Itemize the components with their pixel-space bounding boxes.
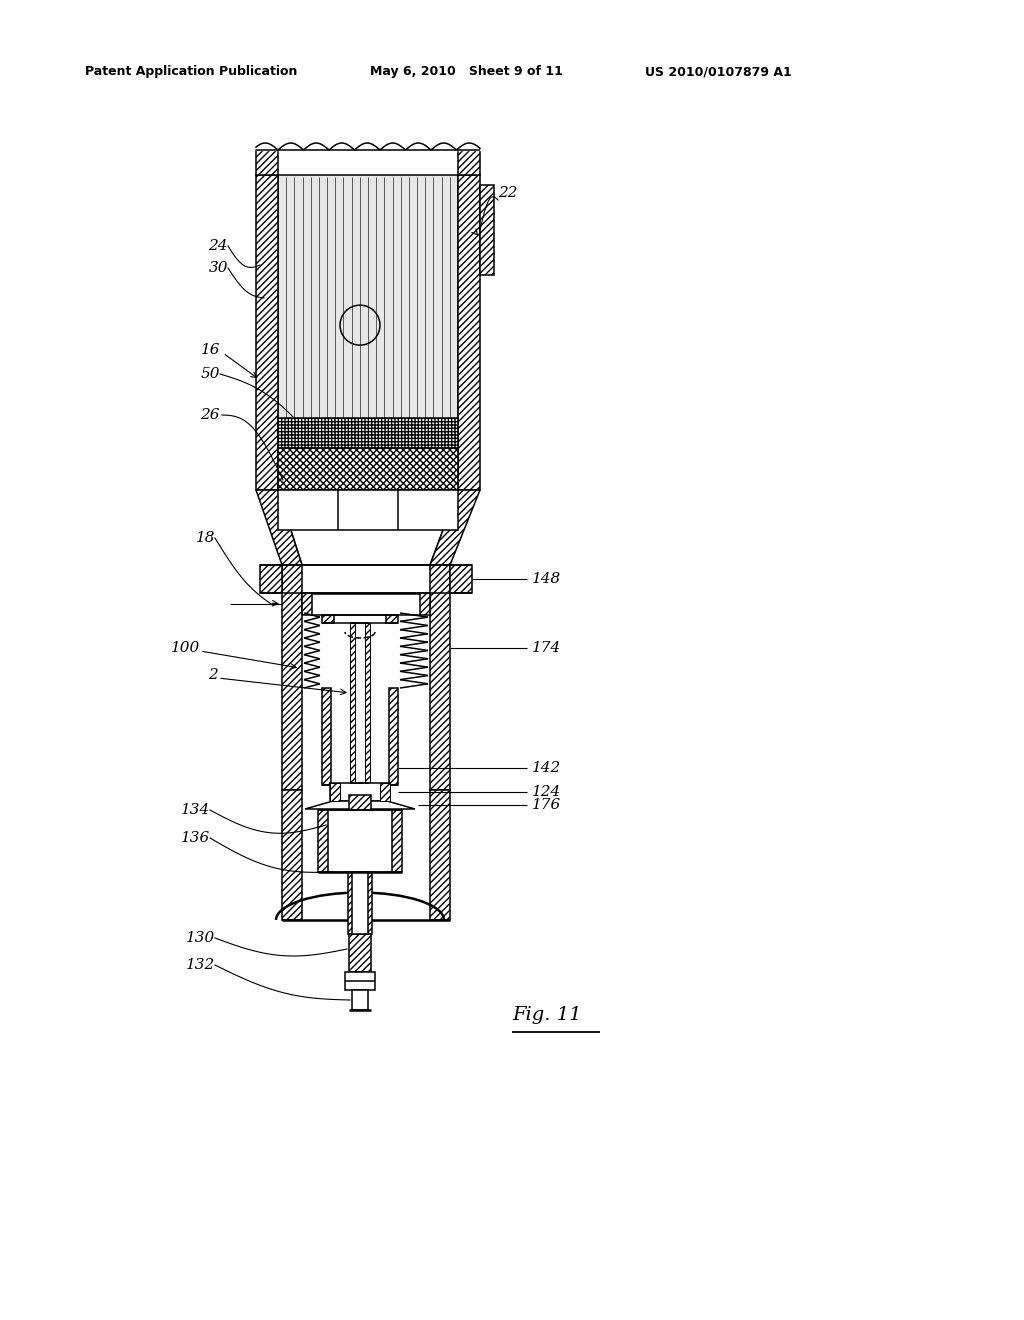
Text: 142: 142 (532, 762, 561, 775)
Bar (480, 185, 494, 275)
Bar (322, 688, 331, 785)
Bar (348, 873, 372, 935)
Bar (450, 565, 472, 593)
Bar (389, 688, 398, 785)
Bar (278, 176, 458, 490)
Bar (278, 447, 458, 490)
Bar (260, 565, 282, 593)
Bar (318, 810, 402, 873)
Text: 50: 50 (201, 367, 220, 381)
Bar (282, 789, 302, 920)
Bar (256, 176, 278, 490)
Text: 134: 134 (181, 803, 210, 817)
Bar (365, 623, 370, 783)
Text: Patent Application Publication: Patent Application Publication (85, 66, 297, 78)
Text: 148: 148 (532, 572, 561, 586)
Bar (278, 490, 458, 531)
Bar (330, 783, 390, 801)
Bar (386, 615, 398, 623)
Bar (349, 935, 371, 972)
Text: 30: 30 (209, 261, 228, 275)
Bar (278, 418, 458, 447)
Bar (458, 150, 480, 176)
Bar (345, 972, 375, 990)
Bar (302, 593, 312, 615)
Bar (349, 795, 371, 810)
Bar (430, 789, 450, 920)
Text: 130: 130 (185, 931, 215, 945)
Bar (282, 565, 302, 789)
Bar (380, 783, 390, 801)
Bar (458, 176, 480, 490)
Text: 16: 16 (201, 343, 220, 356)
Text: 24: 24 (209, 239, 228, 253)
Text: Fig. 11: Fig. 11 (512, 1006, 582, 1024)
Text: 136: 136 (181, 832, 210, 845)
Bar (328, 810, 392, 873)
Bar (256, 150, 278, 176)
Polygon shape (430, 490, 480, 565)
Polygon shape (278, 490, 458, 565)
Text: 26: 26 (201, 408, 220, 422)
Bar (352, 873, 368, 935)
Text: 100: 100 (171, 642, 200, 655)
Text: 18: 18 (196, 531, 215, 545)
Bar (330, 783, 340, 801)
Text: 22: 22 (498, 186, 517, 201)
Bar (322, 615, 334, 623)
Text: 124: 124 (532, 785, 561, 799)
Text: May 6, 2010   Sheet 9 of 11: May 6, 2010 Sheet 9 of 11 (370, 66, 563, 78)
Polygon shape (256, 490, 302, 565)
Text: US 2010/0107879 A1: US 2010/0107879 A1 (645, 66, 792, 78)
Bar (350, 623, 355, 783)
Text: 2: 2 (208, 668, 218, 682)
Text: 174: 174 (532, 642, 561, 655)
Text: 132: 132 (185, 958, 215, 972)
Bar (420, 593, 430, 615)
Bar (352, 990, 368, 1010)
Text: 176: 176 (532, 799, 561, 812)
Bar (430, 565, 450, 789)
Polygon shape (305, 801, 415, 809)
